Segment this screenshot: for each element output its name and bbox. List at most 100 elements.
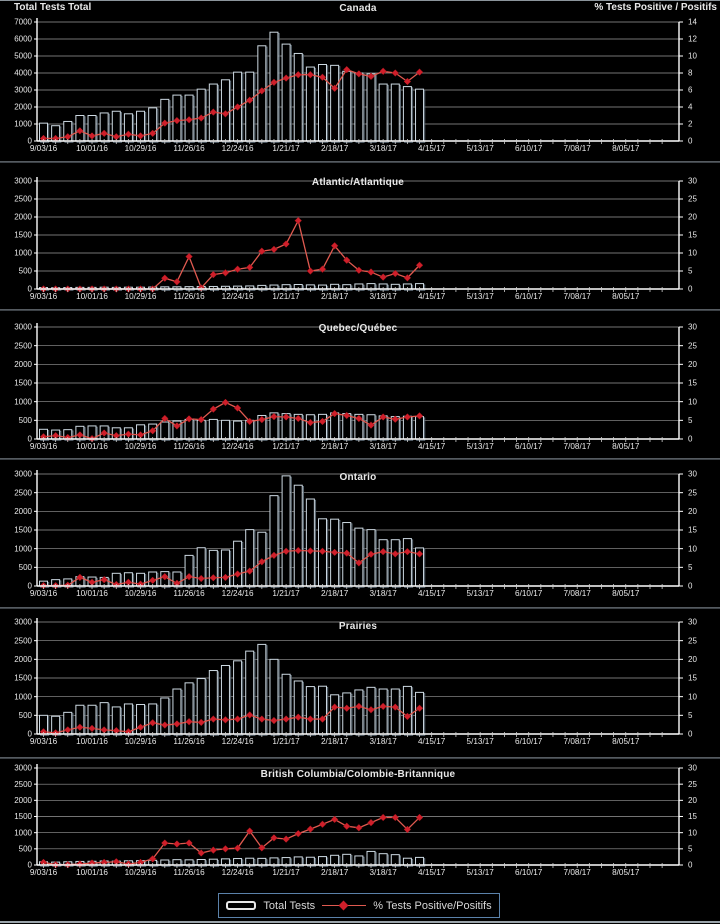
svg-text:3000: 3000 [14,323,32,332]
svg-text:1500: 1500 [14,812,32,821]
svg-text:0: 0 [688,435,693,444]
svg-text:10: 10 [688,249,697,258]
svg-text:1/21/17: 1/21/17 [272,868,300,877]
svg-text:5: 5 [688,711,693,720]
svg-text:4/15/17: 4/15/17 [418,589,446,598]
svg-text:20: 20 [688,507,697,516]
svg-text:8/05/17: 8/05/17 [612,868,640,877]
svg-text:2000: 2000 [14,796,32,805]
svg-text:6/10/17: 6/10/17 [515,737,543,746]
svg-text:9/03/16: 9/03/16 [30,442,58,451]
svg-text:10/01/16: 10/01/16 [76,589,108,598]
svg-text:3/18/17: 3/18/17 [369,589,397,598]
svg-text:1500: 1500 [14,231,32,240]
svg-text:3000: 3000 [14,764,32,773]
svg-text:8/05/17: 8/05/17 [612,292,640,301]
svg-text:30: 30 [688,618,697,627]
svg-text:3/18/17: 3/18/17 [369,737,397,746]
total-tests-bars [39,412,426,441]
svg-text:11/26/16: 11/26/16 [173,737,205,746]
svg-text:2/18/17: 2/18/17 [321,737,349,746]
svg-text:7/08/17: 7/08/17 [564,589,592,598]
svg-text:10/29/16: 10/29/16 [125,737,157,746]
svg-text:15: 15 [688,674,697,683]
x-axis-ticks: 9/03/16 10/01/16 10/29/16 11/26/16 12/24/16 1… [30,863,663,877]
svg-text:10/01/16: 10/01/16 [76,737,108,746]
svg-text:4000: 4000 [14,69,32,78]
svg-text:1/21/17: 1/21/17 [272,292,300,301]
svg-text:0: 0 [28,285,33,294]
svg-text:6/10/17: 6/10/17 [515,144,543,153]
axis-tick-labels: 0 500 1000 1500 2000 2500 3000 0 5 10 15 20 25 30 [14,618,697,739]
svg-text:15: 15 [688,526,697,535]
svg-text:500: 500 [19,711,33,720]
percent-positive-markers [39,702,424,737]
svg-text:1000: 1000 [14,544,32,553]
ontario-chart: 0 500 1000 1500 2000 2500 3000 0 5 10 15 20 25 30 9/03… [14,470,697,598]
axis-tick-labels: 0 500 1000 1500 2000 2500 3000 0 5 10 15 20 25 30 [14,470,697,591]
svg-text:10/29/16: 10/29/16 [125,144,157,153]
svg-text:25: 25 [688,488,697,497]
svg-text:5/13/17: 5/13/17 [467,589,495,598]
svg-text:2/18/17: 2/18/17 [321,292,349,301]
svg-text:25: 25 [688,341,697,350]
svg-text:1/21/17: 1/21/17 [272,442,300,451]
svg-text:20: 20 [688,213,697,222]
svg-text:30: 30 [688,177,697,186]
svg-text:0: 0 [688,285,693,294]
svg-text:10/01/16: 10/01/16 [76,442,108,451]
svg-text:9/03/16: 9/03/16 [30,144,58,153]
svg-text:12/24/16: 12/24/16 [222,737,254,746]
svg-text:30: 30 [688,470,697,479]
svg-text:5/13/17: 5/13/17 [467,868,495,877]
svg-text:2500: 2500 [14,195,32,204]
svg-text:14: 14 [688,18,697,27]
svg-text:3/18/17: 3/18/17 [369,292,397,301]
x-axis-ticks: 9/03/16 10/01/16 10/29/16 11/26/16 12/24/16 1… [30,732,663,746]
svg-text:12/24/16: 12/24/16 [222,868,254,877]
svg-text:9/03/16: 9/03/16 [30,868,58,877]
svg-text:30: 30 [688,323,697,332]
svg-text:5: 5 [688,845,693,854]
svg-text:10: 10 [688,828,697,837]
svg-text:10/29/16: 10/29/16 [125,292,157,301]
svg-text:5000: 5000 [14,52,32,61]
svg-text:12/24/16: 12/24/16 [222,589,254,598]
svg-text:4: 4 [688,103,693,112]
svg-text:20: 20 [688,796,697,805]
svg-text:2500: 2500 [14,780,32,789]
svg-text:25: 25 [688,195,697,204]
panel-canada: Total Tests Total % Tests Positive / Pos… [0,1,720,162]
legend-percent-positive-label: % Tests Positive/Positifs [373,899,492,912]
svg-text:20: 20 [688,360,697,369]
svg-text:1500: 1500 [14,674,32,683]
gridlines [37,767,679,850]
svg-text:10/29/16: 10/29/16 [125,442,157,451]
quebec-chart: 0 500 1000 1500 2000 2500 3000 0 5 10 15 20 25 30 9/03… [14,323,697,451]
left-axis-header: Total Tests Total [14,2,92,13]
svg-text:7000: 7000 [14,18,32,27]
svg-text:10: 10 [688,397,697,406]
svg-text:2/18/17: 2/18/17 [321,589,349,598]
canada-chart: 0 1000 2000 3000 4000 5000 6000 7000 0 2 4 6 8 10 12 14… [14,18,697,153]
total-tests-bar-icon [226,901,257,910]
svg-text:20: 20 [688,655,697,664]
svg-text:1000: 1000 [14,828,32,837]
percent-positive-markers [39,65,424,143]
svg-text:2500: 2500 [14,341,32,350]
percent-positive-markers [39,813,424,869]
svg-text:11/26/16: 11/26/16 [173,868,205,877]
svg-text:1/21/17: 1/21/17 [272,144,300,153]
svg-text:10/29/16: 10/29/16 [125,868,157,877]
svg-text:2/18/17: 2/18/17 [321,868,349,877]
svg-text:1/21/17: 1/21/17 [272,589,300,598]
svg-text:2000: 2000 [14,360,32,369]
svg-text:3/18/17: 3/18/17 [369,868,397,877]
svg-text:0: 0 [28,861,33,870]
svg-text:6/10/17: 6/10/17 [515,442,543,451]
svg-text:15: 15 [688,231,697,240]
axis-tick-labels: 0 500 1000 1500 2000 2500 3000 0 5 10 15 20 25 30 [14,177,697,294]
svg-text:25: 25 [688,780,697,789]
